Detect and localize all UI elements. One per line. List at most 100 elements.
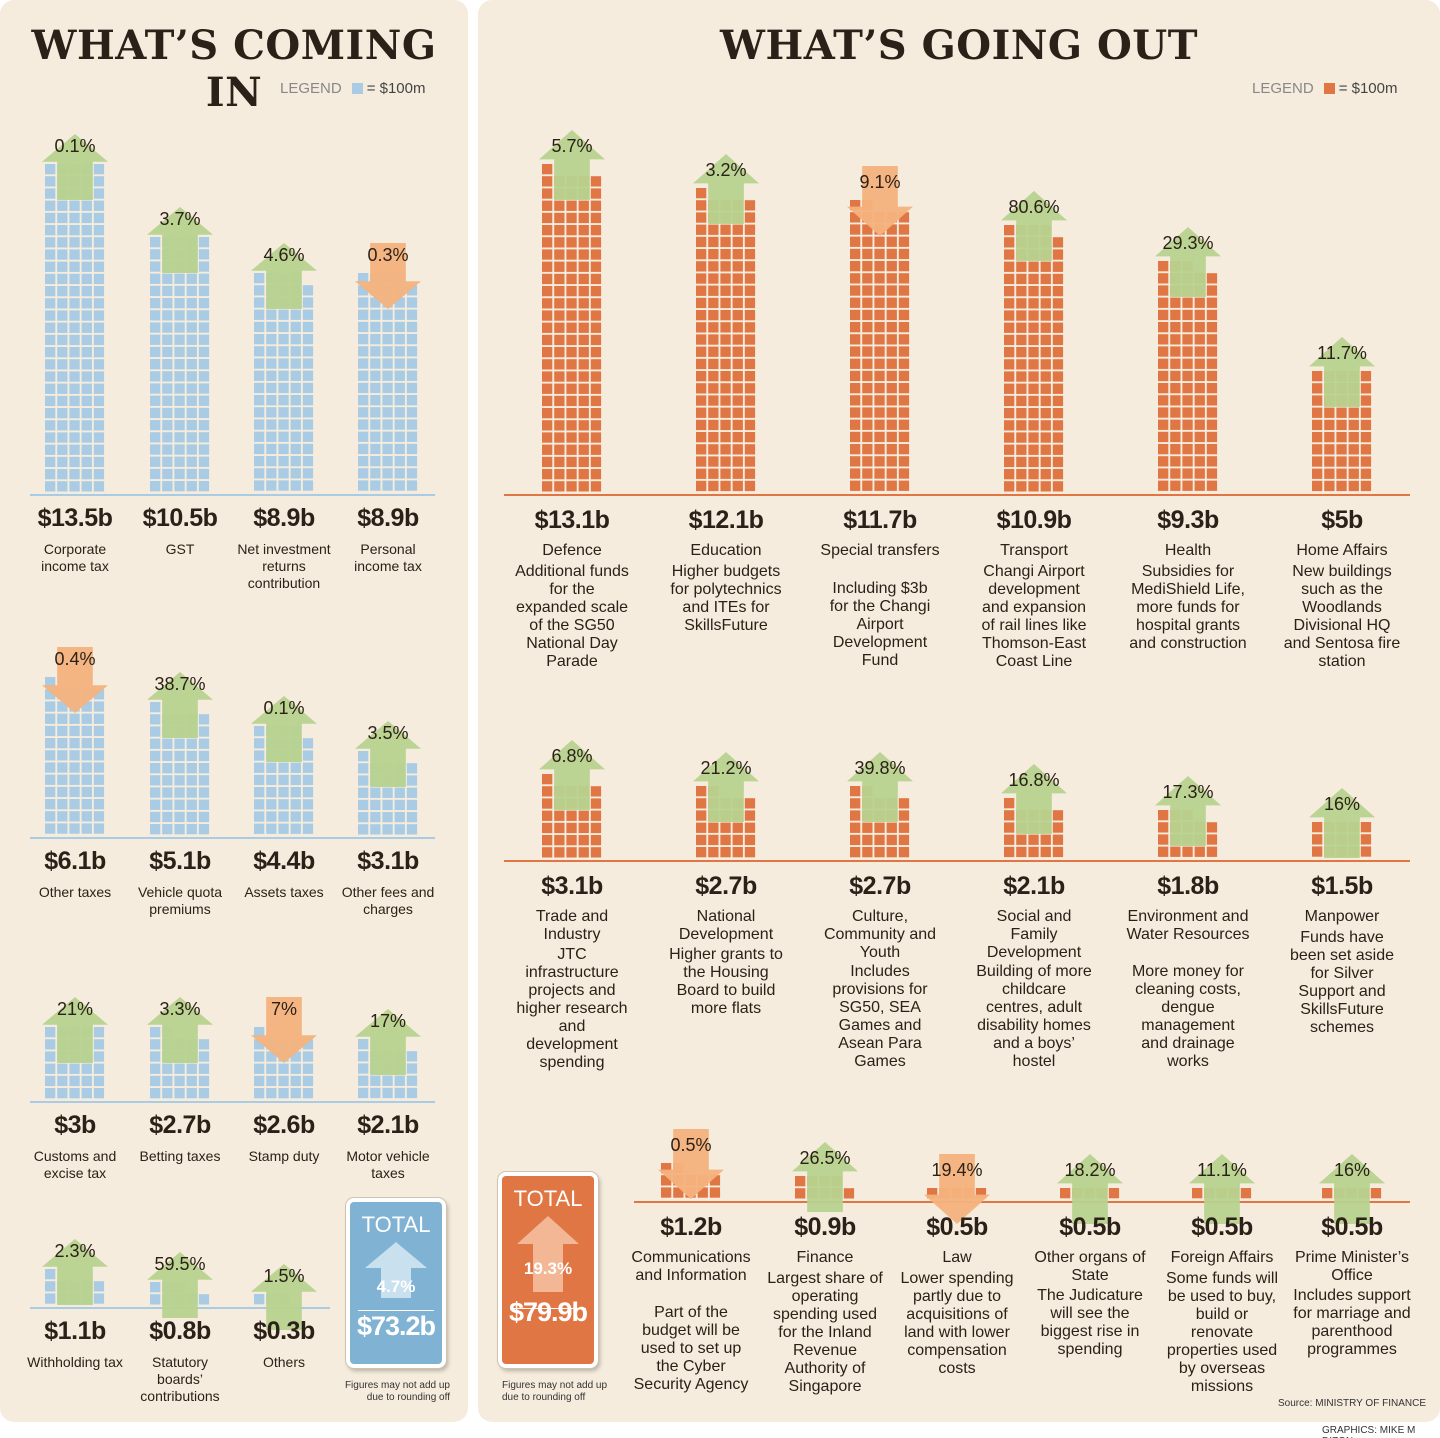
description: Subsidies for MediShield Life, more fund… xyxy=(1129,563,1247,652)
value-block xyxy=(302,468,313,479)
value-block xyxy=(541,285,552,296)
value-block xyxy=(744,236,755,248)
value-block xyxy=(93,419,104,431)
value-block xyxy=(406,407,417,418)
value-block xyxy=(1181,407,1193,418)
value-block xyxy=(849,212,860,223)
percent-change: 0.4% xyxy=(54,649,96,670)
up-arrow-icon xyxy=(792,1141,858,1212)
value-block xyxy=(732,297,743,309)
value-block xyxy=(149,370,160,382)
value-block xyxy=(707,419,718,431)
value-block xyxy=(1157,456,1168,467)
value-block xyxy=(1003,798,1014,809)
value-block xyxy=(590,236,601,248)
value-block xyxy=(173,1063,185,1074)
value-block xyxy=(553,480,564,492)
amount-label: $12.1b xyxy=(688,506,764,534)
value-block xyxy=(1206,309,1217,321)
value-block xyxy=(565,822,577,833)
value-block xyxy=(81,750,92,761)
value-block xyxy=(198,468,209,479)
percent-change: 16.8% xyxy=(1008,770,1060,790)
ministry-name: Transport xyxy=(1000,542,1068,559)
value-block xyxy=(1206,395,1217,406)
value-block xyxy=(369,309,380,321)
percent-change: 3.7% xyxy=(159,208,201,229)
value-block xyxy=(695,444,706,455)
value-block xyxy=(149,1038,160,1050)
value-block xyxy=(1015,834,1026,845)
value-block xyxy=(186,1075,197,1086)
value-block xyxy=(198,480,209,492)
value-block xyxy=(186,322,197,333)
value-block xyxy=(565,261,577,272)
category-label: Betting taxes xyxy=(139,1148,221,1164)
value-block xyxy=(68,224,80,235)
value-block xyxy=(394,346,405,357)
value-block xyxy=(161,273,172,284)
value-block xyxy=(44,701,55,713)
value-block xyxy=(93,762,104,774)
value-block xyxy=(198,1087,209,1099)
value-block xyxy=(149,762,160,774)
value-block xyxy=(149,285,160,296)
value-block xyxy=(1040,322,1051,333)
value-block xyxy=(265,774,276,786)
value-block xyxy=(849,480,860,492)
value-block xyxy=(357,1063,368,1074)
value-block xyxy=(149,297,160,309)
value-block xyxy=(394,1087,405,1099)
value-block xyxy=(861,822,872,833)
value-block xyxy=(1194,334,1205,345)
value-block xyxy=(1206,822,1217,833)
value-block xyxy=(898,846,909,858)
amount-label: $0.8b xyxy=(149,1317,211,1345)
value-block xyxy=(186,273,197,284)
value-block xyxy=(1191,1187,1202,1199)
value-block xyxy=(265,309,276,321)
value-block xyxy=(719,407,731,418)
value-block xyxy=(541,261,552,272)
value-block xyxy=(886,456,897,467)
value-block xyxy=(719,383,731,394)
value-block xyxy=(590,297,601,309)
value-block xyxy=(44,200,55,211)
value-block xyxy=(695,822,706,833)
value-block xyxy=(68,738,80,749)
value-block xyxy=(1003,480,1014,492)
category-label: Customs and excise tax xyxy=(33,1148,117,1181)
value-block xyxy=(93,309,104,321)
value-block xyxy=(394,370,405,382)
value-block xyxy=(565,358,577,370)
up-arrow-icon xyxy=(1155,776,1221,847)
value-block xyxy=(1015,456,1026,467)
value-block xyxy=(707,273,718,284)
value-block xyxy=(56,480,67,492)
value-block xyxy=(1027,273,1039,284)
down-arrow-icon xyxy=(42,647,108,714)
value-block xyxy=(849,322,860,333)
value-block xyxy=(290,1075,301,1086)
value-block xyxy=(68,468,80,479)
ministry-name: Manpower xyxy=(1304,908,1380,925)
value-block xyxy=(1015,383,1026,394)
value-block xyxy=(277,370,289,382)
value-block xyxy=(93,261,104,272)
value-block xyxy=(1360,468,1371,479)
value-block xyxy=(553,846,564,858)
value-block xyxy=(198,713,209,725)
value-block xyxy=(886,383,897,394)
value-block xyxy=(744,346,755,357)
value-block xyxy=(277,419,289,431)
value-block xyxy=(719,419,731,431)
value-block xyxy=(149,456,160,467)
value-block xyxy=(565,468,577,479)
value-block xyxy=(302,407,313,418)
value-block xyxy=(1311,822,1322,833)
down-arrow-icon xyxy=(251,996,317,1063)
value-block xyxy=(898,383,909,394)
value-block xyxy=(732,224,743,235)
value-block xyxy=(81,799,92,810)
value-block xyxy=(1157,261,1168,272)
